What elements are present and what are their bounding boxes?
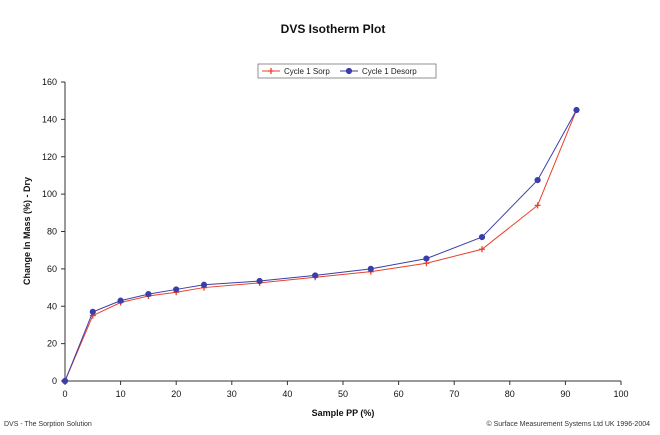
data-point <box>89 308 96 315</box>
data-point <box>117 297 124 304</box>
data-point <box>423 255 430 262</box>
y-tick-label: 20 <box>47 339 57 349</box>
data-point <box>573 106 580 114</box>
legend-marker <box>268 68 274 74</box>
series-desorption <box>61 106 580 385</box>
y-tick-label: 160 <box>42 77 57 87</box>
legend-label: Cycle 1 Desorp <box>362 67 417 76</box>
legend: Cycle 1 Sorp Cycle 1 Desorp <box>257 63 437 79</box>
x-tick-label: 100 <box>613 389 628 399</box>
x-tick-label: 80 <box>505 389 515 399</box>
x-tick-label: 40 <box>282 389 292 399</box>
y-tick-label: 140 <box>42 114 57 124</box>
series-line <box>64 109 577 382</box>
legend-marker <box>345 67 353 75</box>
y-ticks: 0 20 40 60 80 100 120 140 160 <box>42 77 65 386</box>
data-point <box>312 272 319 279</box>
data-point <box>367 265 374 272</box>
x-axis-label: Sample PP (%) <box>312 408 375 418</box>
footer-left: DVS - The Sorption Solution <box>4 421 92 428</box>
series-line <box>64 109 577 382</box>
x-tick-label: 30 <box>227 389 237 399</box>
data-point <box>173 286 180 293</box>
x-tick-label: 10 <box>116 389 126 399</box>
y-tick-label: 60 <box>47 264 57 274</box>
legend-item: Cycle 1 Sorp <box>262 67 330 76</box>
footer-right: © Surface Measurement Systems Ltd UK 199… <box>486 421 650 428</box>
plot-area <box>64 82 621 382</box>
data-point <box>145 291 152 298</box>
y-tick-label: 0 <box>52 376 57 386</box>
data-point <box>534 177 541 184</box>
data-point <box>534 202 541 209</box>
x-tick-label: 50 <box>338 389 348 399</box>
legend-item: Cycle 1 Desorp <box>340 67 417 76</box>
y-tick-label: 40 <box>47 301 57 311</box>
y-axis-label: Change In Mass (%) - Dry <box>22 177 32 285</box>
x-tick-label: 20 <box>171 389 181 399</box>
series-sorption <box>62 107 580 384</box>
y-tick-label: 100 <box>42 189 57 199</box>
data-point <box>256 277 263 285</box>
x-tick-label: 70 <box>449 389 459 399</box>
x-tick-label: 0 <box>62 389 67 399</box>
data-point <box>479 246 485 253</box>
data-point <box>61 377 69 385</box>
y-tick-label: 80 <box>47 227 57 237</box>
x-tick-label: 90 <box>560 389 570 399</box>
data-point <box>200 281 208 288</box>
series-layer <box>61 106 580 385</box>
data-point <box>478 234 486 241</box>
y-tick-label: 120 <box>42 152 57 162</box>
x-tick-label: 60 <box>394 389 404 399</box>
legend-label: Cycle 1 Sorp <box>284 67 330 76</box>
chart-title: DVS Isotherm Plot <box>281 22 386 36</box>
x-ticks: 0 10 20 30 40 50 60 70 80 90 100 <box>62 381 629 399</box>
